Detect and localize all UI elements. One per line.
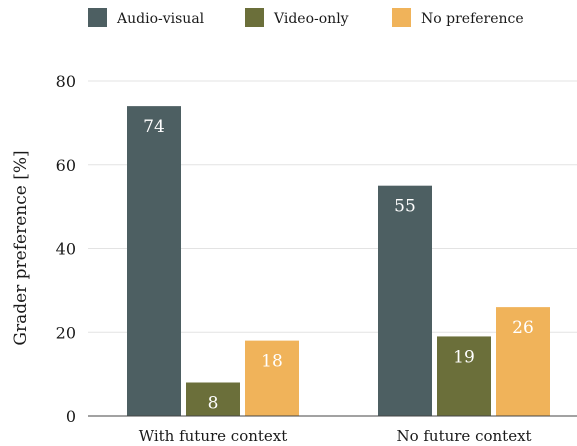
legend-swatch-audio-visual <box>88 8 107 27</box>
bar-audio-visual-with-future-context <box>127 106 181 416</box>
x-category-label-with-future-context: With future context <box>139 427 288 445</box>
legend: Audio-visual Video-only No preference <box>88 8 524 27</box>
legend-label-no-preference: No preference <box>421 11 524 27</box>
y-tick-label-0: 0 <box>66 407 76 426</box>
y-tick-label-80: 80 <box>56 72 76 91</box>
y-tick-label-20: 20 <box>56 323 76 342</box>
x-axis-categories: With future context No future context <box>139 427 532 445</box>
legend-label-video-only: Video-only <box>273 11 349 27</box>
data-label-no-preference-no-future-context: 26 <box>512 318 534 338</box>
legend-label-audio-visual: Audio-visual <box>116 11 205 27</box>
legend-item-audio-visual: Audio-visual <box>88 8 205 27</box>
legend-item-no-preference: No preference <box>392 8 524 27</box>
legend-swatch-no-preference <box>392 8 411 27</box>
legend-swatch-video-only <box>245 8 264 27</box>
bar-no-preference-no-future-context <box>496 307 550 416</box>
y-tick-label-60: 60 <box>56 156 76 175</box>
y-axis-ticks: 0 20 40 60 80 <box>56 72 76 426</box>
legend-item-video-only: Video-only <box>245 8 349 27</box>
bar-no-preference-with-future-context <box>245 340 299 416</box>
data-label-video-only-no-future-context: 19 <box>453 347 475 367</box>
y-axis-label: Grader preference [%] <box>11 150 31 345</box>
bars: 74 8 18 55 19 26 <box>127 106 550 416</box>
data-label-no-preference-with-future-context: 18 <box>261 352 283 372</box>
data-label-audio-visual-with-future-context: 74 <box>143 117 165 137</box>
y-tick-label-40: 40 <box>56 240 76 259</box>
bar-audio-visual-no-future-context <box>378 185 432 416</box>
data-label-video-only-with-future-context: 8 <box>208 394 219 414</box>
bar-video-only-no-future-context <box>437 336 491 416</box>
bar-video-only-with-future-context <box>186 382 240 416</box>
x-category-label-no-future-context: No future context <box>396 427 531 445</box>
data-label-audio-visual-no-future-context: 55 <box>394 197 416 217</box>
